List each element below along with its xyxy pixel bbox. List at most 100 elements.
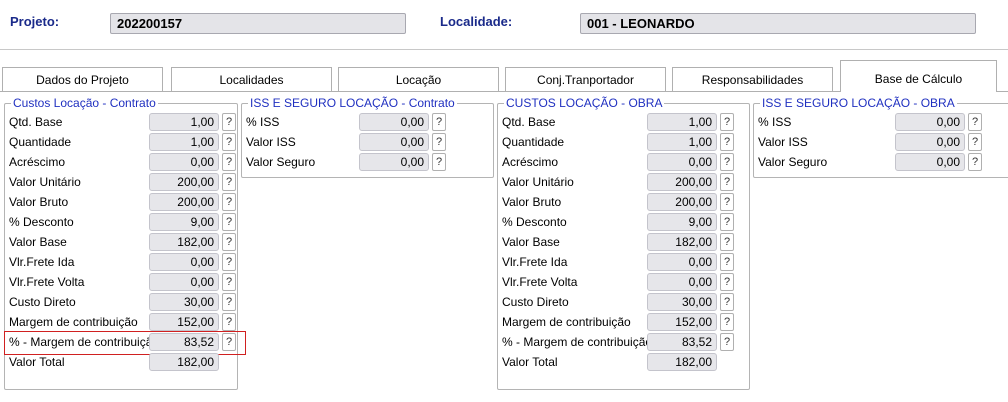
value-field[interactable]: 200,00	[149, 193, 219, 211]
group-title: CUSTOS LOCAÇÃO - OBRA	[504, 96, 665, 110]
value-field[interactable]: 200,00	[647, 173, 717, 191]
value-field[interactable]: 1,00	[647, 133, 717, 151]
field-label: % ISS	[758, 115, 792, 129]
value-field[interactable]: 152,00	[149, 313, 219, 331]
tab-baseline	[0, 91, 1008, 92]
help-button[interactable]: ?	[720, 173, 734, 191]
field-label: Margem de contribuição	[9, 315, 138, 329]
field-label: Valor Base	[9, 235, 67, 249]
value-field[interactable]: 182,00	[647, 353, 717, 371]
field-label: Custo Direto	[9, 295, 76, 309]
value-field[interactable]: 0,00	[895, 133, 965, 151]
field-label: Vlr.Frete Volta	[9, 275, 85, 289]
help-button[interactable]: ?	[222, 113, 236, 131]
help-button[interactable]: ?	[720, 213, 734, 231]
field-label: Valor Unitário	[502, 175, 574, 189]
value-field[interactable]: 182,00	[647, 233, 717, 251]
field-label: Valor Total	[502, 355, 558, 369]
tab[interactable]: Responsabilidades	[672, 67, 833, 91]
tab[interactable]: Locação	[338, 67, 499, 91]
field-label: Valor Bruto	[9, 195, 69, 209]
field-label: Vlr.Frete Ida	[9, 255, 75, 269]
value-field[interactable]: 0,00	[149, 153, 219, 171]
value-field[interactable]: 0,00	[647, 253, 717, 271]
help-button[interactable]: ?	[968, 113, 982, 131]
locality-input[interactable]: 001 - LEONARDO	[580, 13, 976, 34]
help-button[interactable]: ?	[432, 133, 446, 151]
field-label: Valor ISS	[246, 135, 296, 149]
help-button[interactable]: ?	[222, 193, 236, 211]
project-input[interactable]: 202200157	[110, 13, 406, 34]
group-title: ISS E SEGURO LOCAÇÃO - OBRA	[760, 96, 957, 110]
help-button[interactable]: ?	[720, 153, 734, 171]
help-button[interactable]: ?	[720, 333, 734, 351]
value-field[interactable]: 200,00	[647, 193, 717, 211]
help-button[interactable]: ?	[222, 153, 236, 171]
help-button[interactable]: ?	[222, 213, 236, 231]
help-button[interactable]: ?	[222, 133, 236, 151]
value-field[interactable]: 0,00	[647, 273, 717, 291]
value-field[interactable]: 0,00	[359, 133, 429, 151]
field-label: Vlr.Frete Ida	[502, 255, 568, 269]
help-button[interactable]: ?	[720, 133, 734, 151]
value-field[interactable]: 1,00	[647, 113, 717, 131]
value-field[interactable]: 1,00	[149, 133, 219, 151]
value-field[interactable]: 0,00	[359, 153, 429, 171]
help-button[interactable]: ?	[432, 153, 446, 171]
help-button[interactable]: ?	[720, 313, 734, 331]
help-button[interactable]: ?	[968, 153, 982, 171]
value-field[interactable]: 0,00	[149, 253, 219, 271]
field-label: Quantidade	[9, 135, 72, 149]
field-label: Valor ISS	[758, 135, 808, 149]
project-label: Projeto:	[10, 14, 60, 29]
field-label: Valor Bruto	[502, 195, 562, 209]
value-field[interactable]: 200,00	[149, 173, 219, 191]
field-label: % - Margem de contribuição	[502, 335, 653, 349]
value-field[interactable]: 1,00	[149, 113, 219, 131]
help-button[interactable]: ?	[222, 253, 236, 271]
value-field[interactable]: 9,00	[647, 213, 717, 231]
value-field[interactable]: 0,00	[359, 113, 429, 131]
field-label: Valor Unitário	[9, 175, 81, 189]
help-button[interactable]: ?	[720, 233, 734, 251]
field-label: % Desconto	[9, 215, 74, 229]
value-field[interactable]: 30,00	[149, 293, 219, 311]
group-title: ISS E SEGURO LOCAÇÃO - Contrato	[248, 96, 457, 110]
field-label: Acréscimo	[502, 155, 559, 169]
field-label: Vlr.Frete Volta	[502, 275, 578, 289]
help-button[interactable]: ?	[720, 293, 734, 311]
value-field[interactable]: 182,00	[149, 353, 219, 371]
help-button[interactable]: ?	[720, 113, 734, 131]
value-field[interactable]: 152,00	[647, 313, 717, 331]
value-field[interactable]: 0,00	[647, 153, 717, 171]
help-button[interactable]: ?	[222, 173, 236, 191]
tab[interactable]: Base de Cálculo	[840, 60, 997, 92]
value-field[interactable]: 83,52	[149, 333, 219, 351]
field-label: Acréscimo	[9, 155, 66, 169]
value-field[interactable]: 0,00	[895, 113, 965, 131]
group-title: Custos Locação - Contrato	[11, 96, 158, 110]
tab[interactable]: Localidades	[171, 67, 332, 91]
help-button[interactable]: ?	[720, 273, 734, 291]
field-label: Custo Direto	[502, 295, 569, 309]
help-button[interactable]: ?	[222, 293, 236, 311]
tab[interactable]: Dados do Projeto	[2, 67, 163, 91]
value-field[interactable]: 30,00	[647, 293, 717, 311]
help-button[interactable]: ?	[222, 333, 236, 351]
value-field[interactable]: 9,00	[149, 213, 219, 231]
value-field[interactable]: 83,52	[647, 333, 717, 351]
value-field[interactable]: 0,00	[895, 153, 965, 171]
field-label: Valor Seguro	[246, 155, 316, 169]
field-label: % ISS	[246, 115, 280, 129]
help-button[interactable]: ?	[222, 313, 236, 331]
help-button[interactable]: ?	[720, 253, 734, 271]
field-label: Quantidade	[502, 135, 565, 149]
help-button[interactable]: ?	[432, 113, 446, 131]
help-button[interactable]: ?	[968, 133, 982, 151]
tab[interactable]: Conj.Tranportador	[505, 67, 666, 91]
help-button[interactable]: ?	[222, 273, 236, 291]
value-field[interactable]: 0,00	[149, 273, 219, 291]
help-button[interactable]: ?	[720, 193, 734, 211]
help-button[interactable]: ?	[222, 233, 236, 251]
value-field[interactable]: 182,00	[149, 233, 219, 251]
